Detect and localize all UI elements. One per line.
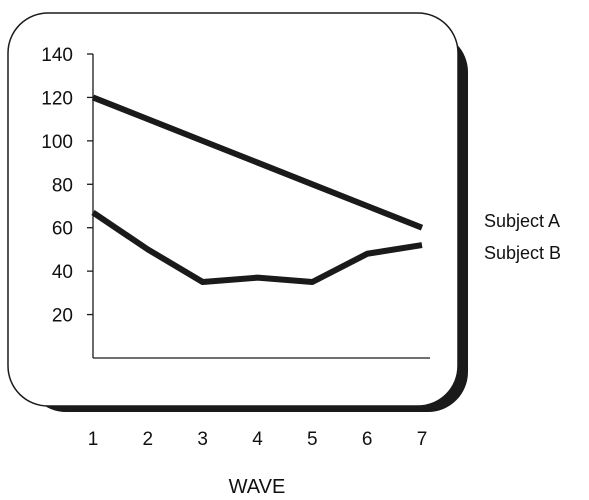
y-tick-label: 120 [41,88,73,109]
y-tick-label: 140 [41,45,73,66]
x-tick-label: 4 [252,429,263,450]
x-tick-label: 1 [88,429,99,450]
x-tick-label: 3 [197,429,208,450]
x-tick-label: 7 [417,429,428,450]
legend-label-subject-b: Subject B [484,243,561,263]
y-tick-label: 40 [52,262,73,283]
series-line-subject-a [91,94,424,231]
x-tick-label: 2 [143,429,154,450]
panel-frame [7,12,459,407]
legend-label-subject-a: Subject A [484,211,560,231]
series-line-subject-b [91,210,423,285]
y-tick-label: 100 [41,132,73,153]
x-tick-label: 5 [307,429,318,450]
x-tick-label: 6 [362,429,373,450]
y-tick-label: 60 [52,219,73,240]
legend: Subject A Subject B [484,211,561,263]
x-ticks: 1 2 3 4 5 6 7 [88,429,428,450]
y-ticks: 20 40 60 80 100 120 140 [41,45,93,327]
series-layer [91,94,424,285]
x-axis-title: WAVE [229,476,286,498]
y-tick-label: 20 [52,306,73,327]
y-tick-label: 80 [52,175,73,196]
